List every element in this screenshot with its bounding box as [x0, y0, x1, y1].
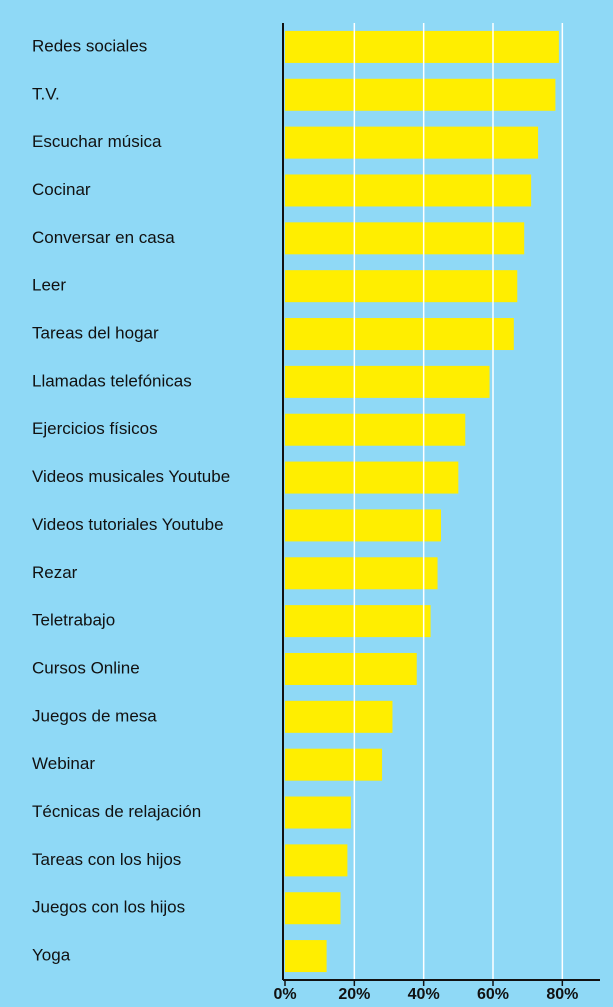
x-tick-label: 80% — [546, 986, 578, 1003]
y-tick-label: Teletrabajo — [32, 611, 115, 630]
bar — [285, 222, 525, 255]
bar — [285, 748, 383, 781]
y-tick-label: T.V. — [32, 84, 60, 103]
bar — [285, 605, 431, 638]
bar — [285, 78, 556, 111]
y-tick-label: Videos musicales Youtube — [32, 467, 230, 486]
y-tick-label: Ejercicios físicos — [32, 419, 158, 438]
y-tick-label: Cursos Online — [32, 658, 140, 677]
x-tick-label: 0% — [273, 986, 296, 1003]
y-tick-label: Conversar en casa — [32, 228, 175, 247]
y-tick-label: Tareas del hogar — [32, 324, 159, 343]
bar — [285, 413, 466, 446]
bar — [285, 940, 327, 973]
bar — [285, 174, 532, 207]
bar — [285, 270, 518, 303]
y-tick-label: Técnicas de relajación — [32, 802, 201, 821]
y-tick-label: Cocinar — [32, 180, 91, 199]
y-tick-label: Redes sociales — [32, 36, 147, 55]
y-tick-label: Rezar — [32, 563, 78, 582]
y-tick-label: Webinar — [32, 754, 95, 773]
y-tick-label: Llamadas telefónicas — [32, 371, 192, 390]
bar — [285, 796, 351, 829]
y-tick-label: Escuchar música — [32, 132, 162, 151]
bar — [285, 461, 459, 494]
y-tick-label: Tareas con los hijos — [32, 850, 181, 869]
bar — [285, 844, 348, 877]
x-tick-label: 40% — [408, 986, 440, 1003]
y-tick-label: Yoga — [32, 946, 71, 965]
bar — [285, 652, 417, 685]
bar — [285, 892, 341, 925]
bar — [285, 318, 514, 351]
x-tick-label: 20% — [338, 986, 370, 1003]
y-tick-label: Leer — [32, 276, 66, 295]
y-tick-label: Juegos con los hijos — [32, 898, 185, 917]
x-tick-label: 60% — [477, 986, 509, 1003]
bar — [285, 30, 559, 63]
bar — [285, 365, 490, 398]
bar — [285, 700, 393, 733]
y-tick-label: Videos tutoriales Youtube — [32, 515, 224, 534]
bar — [285, 557, 438, 590]
bar — [285, 509, 441, 542]
y-tick-label: Juegos de mesa — [32, 706, 157, 725]
bar — [285, 126, 539, 159]
